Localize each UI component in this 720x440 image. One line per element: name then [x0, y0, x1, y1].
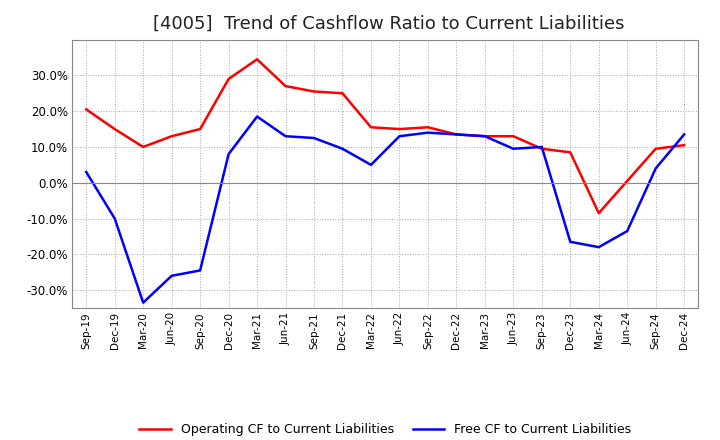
Operating CF to Current Liabilities — [282, 84, 290, 89]
Operating CF to Current Liabilities — [680, 143, 688, 148]
Free CF to Current Liabilities — [395, 134, 404, 139]
Operating CF to Current Liabilities — [623, 178, 631, 183]
Operating CF to Current Liabilities — [595, 210, 603, 216]
Free CF to Current Liabilities — [652, 166, 660, 171]
Operating CF to Current Liabilities — [167, 134, 176, 139]
Free CF to Current Liabilities — [167, 273, 176, 279]
Operating CF to Current Liabilities — [139, 144, 148, 150]
Free CF to Current Liabilities — [82, 169, 91, 175]
Free CF to Current Liabilities — [225, 151, 233, 157]
Operating CF to Current Liabilities — [110, 126, 119, 132]
Free CF to Current Liabilities — [338, 146, 347, 151]
Operating CF to Current Liabilities — [253, 57, 261, 62]
Free CF to Current Liabilities — [196, 268, 204, 273]
Operating CF to Current Liabilities — [566, 150, 575, 155]
Operating CF to Current Liabilities — [310, 89, 318, 94]
Free CF to Current Liabilities — [139, 300, 148, 305]
Free CF to Current Liabilities — [452, 132, 461, 137]
Operating CF to Current Liabilities — [196, 126, 204, 132]
Free CF to Current Liabilities — [509, 146, 518, 151]
Free CF to Current Liabilities — [423, 130, 432, 135]
Free CF to Current Liabilities — [310, 136, 318, 141]
Line: Free CF to Current Liabilities: Free CF to Current Liabilities — [86, 117, 684, 303]
Free CF to Current Liabilities — [595, 245, 603, 250]
Operating CF to Current Liabilities — [423, 125, 432, 130]
Operating CF to Current Liabilities — [82, 107, 91, 112]
Free CF to Current Liabilities — [680, 132, 688, 137]
Operating CF to Current Liabilities — [225, 76, 233, 81]
Operating CF to Current Liabilities — [338, 91, 347, 96]
Text: [4005]  Trend of Cashflow Ratio to Current Liabilities: [4005] Trend of Cashflow Ratio to Curren… — [153, 15, 625, 33]
Free CF to Current Liabilities — [480, 134, 489, 139]
Free CF to Current Liabilities — [282, 134, 290, 139]
Legend: Operating CF to Current Liabilities, Free CF to Current Liabilities: Operating CF to Current Liabilities, Fre… — [135, 418, 636, 440]
Free CF to Current Liabilities — [366, 162, 375, 168]
Free CF to Current Liabilities — [537, 144, 546, 150]
Operating CF to Current Liabilities — [395, 126, 404, 132]
Operating CF to Current Liabilities — [366, 125, 375, 130]
Operating CF to Current Liabilities — [480, 134, 489, 139]
Operating CF to Current Liabilities — [509, 134, 518, 139]
Free CF to Current Liabilities — [623, 228, 631, 234]
Free CF to Current Liabilities — [110, 216, 119, 221]
Line: Operating CF to Current Liabilities: Operating CF to Current Liabilities — [86, 59, 684, 213]
Operating CF to Current Liabilities — [537, 146, 546, 151]
Operating CF to Current Liabilities — [652, 146, 660, 151]
Free CF to Current Liabilities — [566, 239, 575, 245]
Operating CF to Current Liabilities — [452, 132, 461, 137]
Free CF to Current Liabilities — [253, 114, 261, 119]
